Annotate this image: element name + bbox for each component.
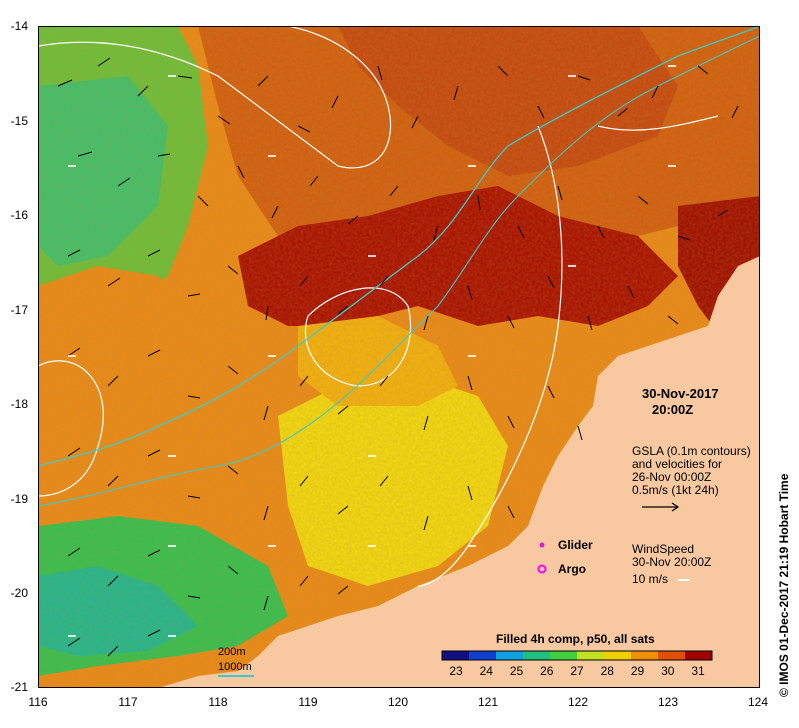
wind-line2: 30-Nov 20:00Z [632,555,711,569]
lat-label: -15 [10,114,28,128]
lon-label: 117 [118,695,138,709]
colorbar-segment [685,651,713,660]
colorbar-segment [577,651,605,660]
lon-label: 116 [28,695,48,709]
lon-label: 118 [208,695,228,709]
gsla-line1: GSLA (0.1m contours) [632,444,751,458]
lat-label: -21 [10,680,28,694]
velocity-scale-arrow [642,502,680,512]
lon-label: 123 [657,695,679,709]
land [158,256,760,688]
sst-map: 30-Nov-2017 20:00Z GSLA (0.1m contours) … [38,26,760,688]
colorbar-segment [496,651,524,660]
lat-label: -16 [10,208,28,222]
wind-arrows [68,65,676,637]
glider-marker-icon [539,542,545,548]
velocity-arrows [57,57,739,657]
lon-label: 124 [747,695,769,709]
depth-contour-200m-label: 200m [218,646,246,658]
gsla-line3: 26-Nov 00:00Z [632,470,711,484]
lon-label: 122 [567,695,589,709]
colorbar-segment [631,651,659,660]
wind-line3: 10 m/s [632,572,668,586]
colorbar-tick-label: 28 [601,664,615,678]
colorbar-segment [658,651,686,660]
colorbar-tick-label: 29 [631,664,645,678]
argo-marker-icon [537,564,547,574]
timestamp-date: 30-Nov-2017 [642,386,719,401]
timestamp-time: 20:00Z [652,402,693,417]
lat-label: -19 [10,492,28,506]
gsla-line4: 0.5m/s (1kt 24h) [632,483,719,497]
colorbar-segment [523,651,551,660]
colorbar-tick-label: 23 [449,664,463,678]
colorbar-segment [550,651,578,660]
lon-label: 121 [477,695,499,709]
colorbar-tick-label: 25 [510,664,524,678]
colorbar-segment [469,651,497,660]
gsla-contours [38,26,719,587]
lat-label: -18 [10,397,28,411]
depth-contour-1000m-label: 1000m [218,661,252,673]
lat-label: -20 [10,586,28,600]
lon-label: 120 [387,695,409,709]
colorbar-tick-label: 27 [570,664,584,678]
lon-label: 119 [298,695,318,709]
glider-legend-label: Glider [558,538,593,552]
lat-label: -17 [10,303,28,317]
gsla-line2: and velocities for [632,457,722,471]
colorbar-tick-label: 26 [540,664,554,678]
argo-legend-label: Argo [558,562,586,576]
imos-credit: © IMOS 01-Dec-2017 21:19 Hobart Time [777,473,791,697]
colorbar-segment [604,651,632,660]
contour-200m [38,35,760,507]
colorbar-tick-label: 30 [661,664,675,678]
lat-label: -14 [10,19,28,33]
colorbar-tick-label: 24 [480,664,494,678]
colorbar: 23 24 25 26 27 28 29 30 31 [441,650,713,678]
colorbar-tick-label: 31 [691,664,705,678]
wind-line1: WindSpeed [632,542,694,556]
colorbar-segment [442,651,470,660]
contour-1000m [38,26,760,467]
colorbar-title: Filled 4h comp, p50, all sats [496,632,655,646]
